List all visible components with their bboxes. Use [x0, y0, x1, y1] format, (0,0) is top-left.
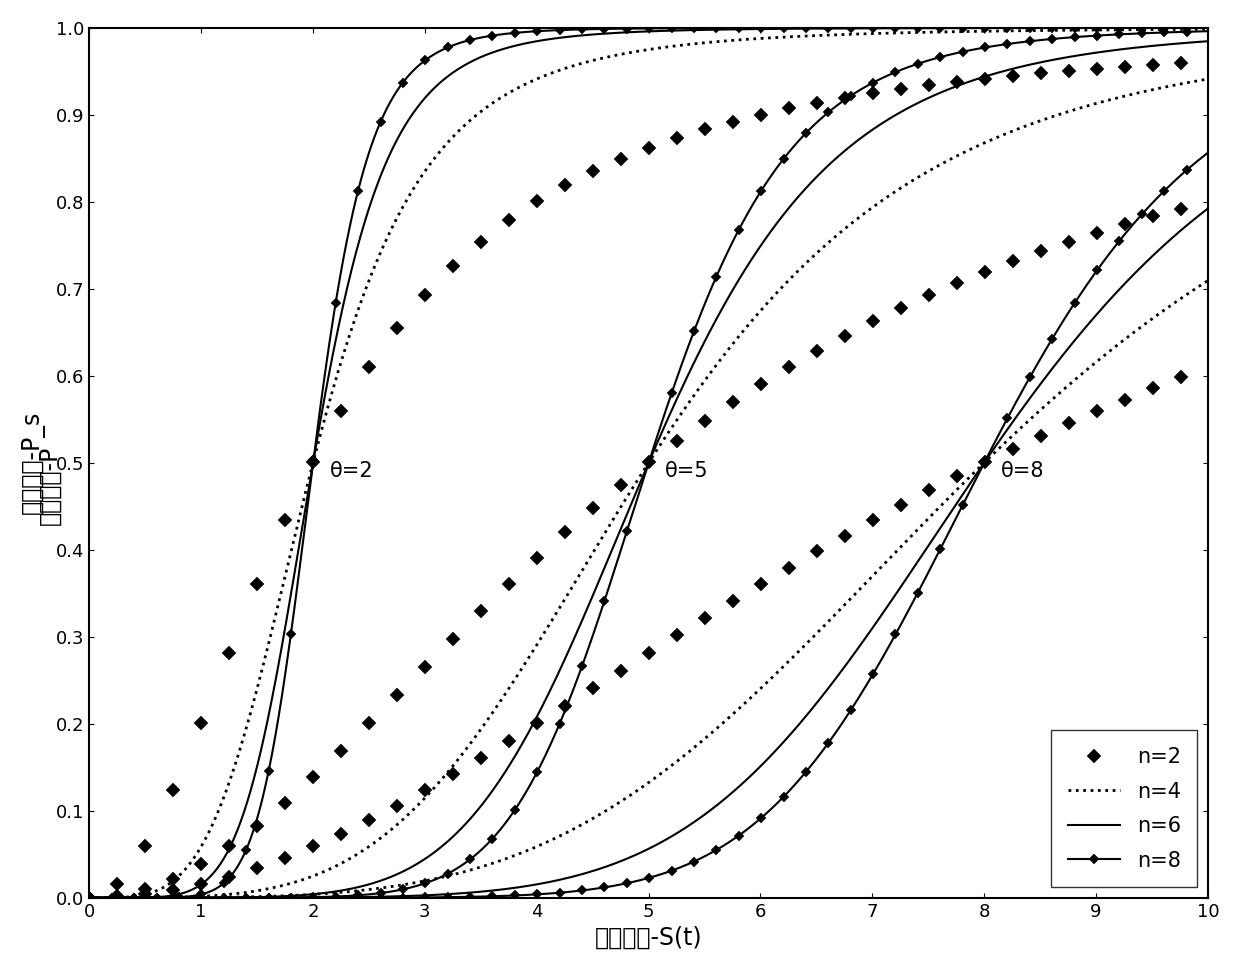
Legend: n=2, n=4, n=6, n=8: n=2, n=4, n=6, n=8 — [1052, 730, 1198, 887]
n=6 — [196, 877, 211, 888]
n=6 — [849, 22, 864, 34]
n=8 — [1200, 22, 1215, 34]
Text: θ=8: θ=8 — [1001, 461, 1044, 482]
n=6 — [1200, 22, 1215, 34]
n=4 — [196, 836, 211, 848]
n=4 — [534, 71, 549, 83]
n=8 — [954, 22, 968, 34]
n=2 — [574, 171, 589, 183]
n=4 — [574, 57, 589, 69]
Text: θ=2: θ=2 — [330, 461, 373, 482]
n=4 — [954, 26, 968, 38]
Y-axis label: 反应概率-P_s: 反应概率-P_s — [21, 411, 45, 515]
n=4 — [1200, 23, 1215, 35]
n=6 — [954, 22, 968, 34]
X-axis label: 外部刺激-S(t): 外部刺激-S(t) — [595, 926, 702, 951]
n=2 — [196, 712, 211, 723]
n=4 — [82, 892, 97, 904]
n=6 — [574, 29, 589, 41]
n=6 — [534, 35, 549, 47]
n=2 — [954, 76, 968, 87]
Text: 反应概率-P: 反应概率-P — [37, 446, 62, 525]
Line: n=2: n=2 — [84, 56, 1213, 903]
n=2 — [975, 74, 990, 85]
n=8 — [196, 887, 211, 899]
n=2 — [82, 892, 97, 904]
n=8 — [534, 25, 549, 37]
n=2 — [1200, 55, 1215, 67]
n=8 — [574, 23, 589, 35]
Line: n=8: n=8 — [86, 24, 1211, 901]
Line: n=4: n=4 — [89, 29, 1208, 898]
n=2 — [534, 193, 549, 205]
n=2 — [849, 90, 864, 102]
n=4 — [975, 25, 990, 37]
n=8 — [975, 22, 990, 34]
Text: θ=5: θ=5 — [666, 461, 709, 482]
n=8 — [849, 22, 864, 34]
n=6 — [82, 892, 97, 904]
n=4 — [849, 28, 864, 40]
n=8 — [82, 892, 97, 904]
n=6 — [975, 22, 990, 34]
Line: n=6: n=6 — [89, 28, 1208, 898]
